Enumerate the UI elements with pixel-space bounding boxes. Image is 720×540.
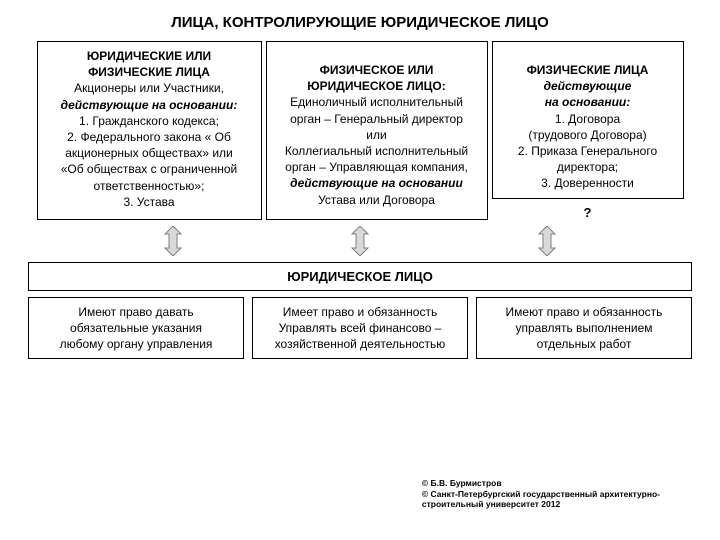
- box1-line: 3. Устава: [44, 194, 255, 210]
- b1-line: обязательные указания: [37, 320, 235, 336]
- box1-line: акционерных обществах» или: [44, 145, 255, 161]
- box3-line: действующие: [499, 78, 677, 94]
- top-box-3-wrap: ФИЗИЧЕСКИЕ ЛИЦА действующие на основании…: [492, 41, 684, 220]
- double-arrow-icon: [535, 226, 559, 256]
- box1-heading1: ЮРИДИЧЕСКИЕ ИЛИ: [44, 48, 255, 64]
- double-arrow-icon: [161, 226, 185, 256]
- box3-line: 3. Доверенности: [499, 175, 677, 191]
- copyright-footer: © Б.В. Бурмистров © Санкт-Петербургский …: [422, 478, 660, 510]
- box1-line: «Об обществах с ограниченной: [44, 161, 255, 177]
- box1-line: Акционеры или Участники,: [44, 80, 255, 96]
- question-mark: ?: [492, 205, 684, 220]
- box1-line: 2. Федерального закона « Об: [44, 129, 255, 145]
- footer-line: строительный университет 2012: [422, 499, 660, 510]
- b1-line: Имеют право давать: [37, 304, 235, 320]
- box2-line: Единоличный исполнительный: [273, 94, 481, 110]
- footer-line: © Санкт-Петербургский государственный ар…: [422, 489, 660, 500]
- b3-line: отдельных работ: [485, 336, 683, 352]
- box2-line: или: [273, 127, 481, 143]
- box1-heading2: ФИЗИЧЕСКИЕ ЛИЦА: [44, 64, 255, 80]
- b3-line: Имеют право и обязанность: [485, 304, 683, 320]
- b2-line: хозяйственной деятельностью: [261, 336, 459, 352]
- top-box-1: ЮРИДИЧЕСКИЕ ИЛИ ФИЗИЧЕСКИЕ ЛИЦА Акционер…: [37, 41, 262, 220]
- box2-heading1: ФИЗИЧЕСКОЕ ИЛИ: [273, 62, 481, 78]
- box2-line: Коллегиальный исполнительный: [273, 143, 481, 159]
- diagram-title: ЛИЦА, КОНТРОЛИРУЮЩИЕ ЮРИДИЧЕСКОЕ ЛИЦО: [0, 0, 720, 41]
- footer-line: © Б.В. Бурмистров: [422, 478, 660, 489]
- top-box-2: ФИЗИЧЕСКОЕ ИЛИ ЮРИДИЧЕСКОЕ ЛИЦО: Единоли…: [266, 41, 488, 220]
- b2-line: Управлять всей финансово –: [261, 320, 459, 336]
- box2-line: Устава или Договора: [273, 192, 481, 208]
- box3-line: (трудового Договора): [499, 127, 677, 143]
- box1-line: 1. Гражданского кодекса;: [44, 113, 255, 129]
- b2-line: Имеет право и обязанность: [261, 304, 459, 320]
- box2-line: орган – Генеральный директор: [273, 111, 481, 127]
- b3-line: управлять выполнением: [485, 320, 683, 336]
- top-box-3: ФИЗИЧЕСКИЕ ЛИЦА действующие на основании…: [492, 41, 684, 199]
- entity-bar: ЮРИДИЧЕСКОЕ ЛИЦО: [28, 262, 692, 291]
- box3-heading1: ФИЗИЧЕСКИЕ ЛИЦА: [499, 62, 677, 78]
- bottom-box-3: Имеют право и обязанность управлять выпо…: [476, 297, 692, 360]
- box3-line: на основании:: [499, 94, 677, 110]
- box1-line: ответственностью»;: [44, 178, 255, 194]
- bottom-box-1: Имеют право давать обязательные указания…: [28, 297, 244, 360]
- box2-heading2: ЮРИДИЧЕСКОЕ ЛИЦО:: [273, 78, 481, 94]
- bottom-row: Имеют право давать обязательные указания…: [0, 297, 720, 360]
- double-arrow-icon: [348, 226, 372, 256]
- box3-line: 1. Договора: [499, 111, 677, 127]
- arrows-row: [0, 220, 720, 260]
- box2-line: действующие на основании: [273, 175, 481, 191]
- bottom-box-2: Имеет право и обязанность Управлять всей…: [252, 297, 468, 360]
- box1-line: действующие на основании:: [44, 97, 255, 113]
- box3-line: директора;: [499, 159, 677, 175]
- top-row: ЮРИДИЧЕСКИЕ ИЛИ ФИЗИЧЕСКИЕ ЛИЦА Акционер…: [0, 41, 720, 220]
- box3-line: 2. Приказа Генерального: [499, 143, 677, 159]
- box2-line: орган – Управляющая компания,: [273, 159, 481, 175]
- b1-line: любому органу управления: [37, 336, 235, 352]
